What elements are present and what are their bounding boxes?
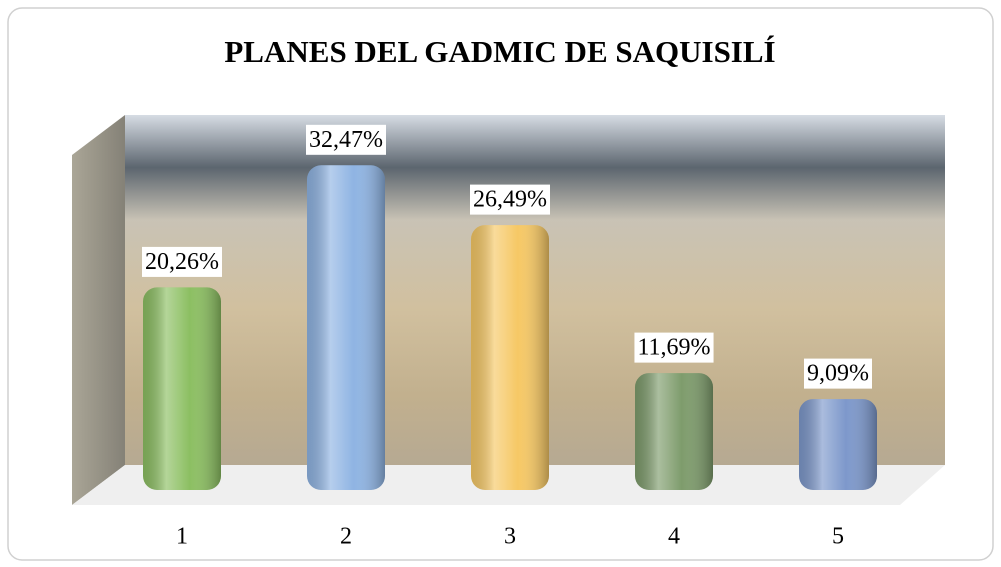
value-label: 9,09% xyxy=(807,361,869,387)
value-label: 26,49% xyxy=(473,187,547,213)
x-tick-label: 1 xyxy=(176,524,188,550)
value-label-box xyxy=(634,332,714,363)
value-label-box xyxy=(306,124,386,155)
value-label-box xyxy=(804,358,872,389)
value-label: 20,26% xyxy=(145,249,219,275)
chart-title: PLANES DEL GADMIC DE SAQUISILÍ xyxy=(224,34,775,69)
bar-shine xyxy=(143,287,221,490)
x-tick-label: 5 xyxy=(832,524,844,550)
side-wall xyxy=(72,115,125,505)
bar-shine xyxy=(471,225,549,490)
value-label: 32,47% xyxy=(309,127,383,153)
bar-shine xyxy=(307,165,385,491)
x-tick-label: 4 xyxy=(668,524,680,550)
bar-shine xyxy=(799,399,877,490)
value-label-box xyxy=(142,246,222,277)
value-label: 11,69% xyxy=(637,335,710,361)
x-tick-label: 2 xyxy=(340,524,352,550)
bar-shine xyxy=(635,373,713,490)
value-label-box xyxy=(470,184,550,215)
x-tick-label: 3 xyxy=(504,524,516,550)
